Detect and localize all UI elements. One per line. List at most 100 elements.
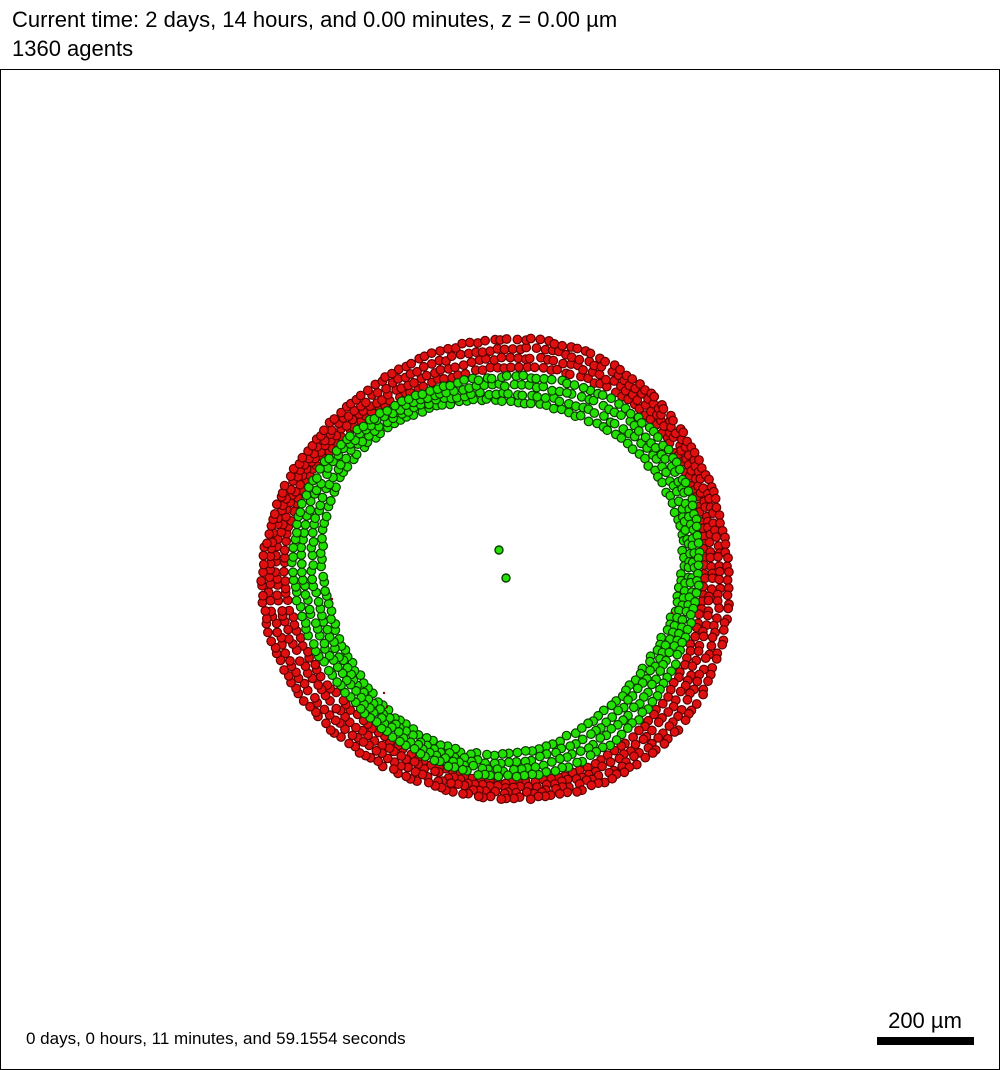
red-cell [279, 545, 290, 556]
red-cell [363, 385, 373, 396]
red-cell [496, 794, 507, 804]
debris-dot [385, 705, 389, 709]
green-cell [376, 723, 387, 734]
red-cell [505, 352, 516, 363]
green-cell [310, 618, 321, 628]
red-cell [557, 340, 568, 351]
red-cell [558, 358, 568, 369]
green-cell [300, 519, 311, 530]
red-cell [269, 509, 280, 519]
green-cell [511, 771, 522, 782]
green-cell [554, 396, 565, 407]
red-cell [412, 366, 423, 377]
red-cell [607, 773, 618, 784]
green-cell [606, 700, 617, 711]
red-cell [722, 590, 733, 601]
red-cell [702, 610, 713, 621]
red-cell [426, 348, 437, 359]
green-cell [345, 431, 355, 442]
green-cell [473, 770, 484, 780]
red-cell [572, 786, 582, 797]
green-cell [308, 639, 319, 649]
green-cell [503, 770, 513, 781]
red-cell [388, 764, 399, 774]
green-cell [569, 380, 580, 390]
red-cell [680, 715, 691, 726]
red-cell [529, 362, 540, 373]
green-cell [691, 521, 702, 532]
red-cell [629, 751, 639, 762]
red-cell [703, 595, 714, 606]
green-cell [572, 757, 582, 768]
green-cell [597, 390, 608, 401]
green-cell [288, 542, 299, 553]
red-cell [310, 692, 320, 703]
green-cell [562, 387, 572, 398]
green-cell [611, 735, 622, 745]
green-cell [635, 668, 646, 679]
red-cell [548, 355, 559, 366]
red-cell [703, 676, 713, 687]
red-cell [634, 725, 644, 736]
green-cell [693, 538, 704, 548]
red-cell [669, 727, 680, 737]
red-cell [597, 761, 607, 772]
green-cell [647, 696, 658, 707]
green-cell [632, 683, 643, 694]
red-cell [668, 415, 678, 426]
red-cell [272, 590, 283, 601]
red-cell [714, 510, 725, 521]
red-cell [704, 537, 715, 548]
red-cell [401, 771, 412, 782]
red-cell [586, 780, 597, 791]
red-cell [706, 641, 717, 651]
green-cell [622, 723, 633, 733]
green-cell [301, 490, 312, 501]
red-cell [619, 767, 630, 778]
red-cell [264, 529, 275, 539]
green-cell [583, 416, 594, 427]
green-cell [609, 418, 620, 429]
red-cell [258, 559, 269, 570]
green-cell [565, 741, 576, 751]
green-cell [589, 408, 600, 418]
green-cell [588, 395, 599, 406]
green-cell [616, 433, 627, 443]
green-cell [655, 666, 666, 676]
red-cell [321, 718, 331, 729]
red-cell [691, 699, 702, 709]
red-cell [724, 567, 734, 577]
green-cell [307, 574, 318, 585]
red-cell [450, 362, 461, 373]
red-cell [694, 455, 704, 465]
debris-dot [382, 691, 386, 695]
red-cell [325, 725, 336, 735]
red-cell [410, 766, 421, 777]
green-cell [473, 375, 484, 386]
green-cell [602, 425, 613, 436]
green-cell [683, 486, 694, 497]
green-cell [382, 406, 393, 416]
green-cell [486, 373, 497, 384]
green-cell [288, 567, 298, 578]
red-cell [330, 715, 341, 726]
red-cell [256, 576, 267, 586]
green-cell [693, 560, 704, 571]
green-cell [599, 411, 609, 421]
red-cell [344, 738, 355, 749]
red-cell [718, 625, 729, 635]
green-cell [674, 464, 685, 475]
red-cell [336, 407, 347, 418]
red-cell [466, 357, 477, 368]
red-cell [406, 358, 417, 369]
red-cell [347, 730, 358, 741]
green-cell [520, 746, 531, 756]
green-cell [308, 560, 319, 571]
green-cell [633, 426, 644, 436]
red-cell [464, 337, 475, 348]
green-cell [613, 705, 623, 716]
green-cell [387, 732, 398, 742]
red-cell [514, 362, 524, 373]
red-cell [297, 452, 308, 463]
red-cell [693, 646, 704, 656]
